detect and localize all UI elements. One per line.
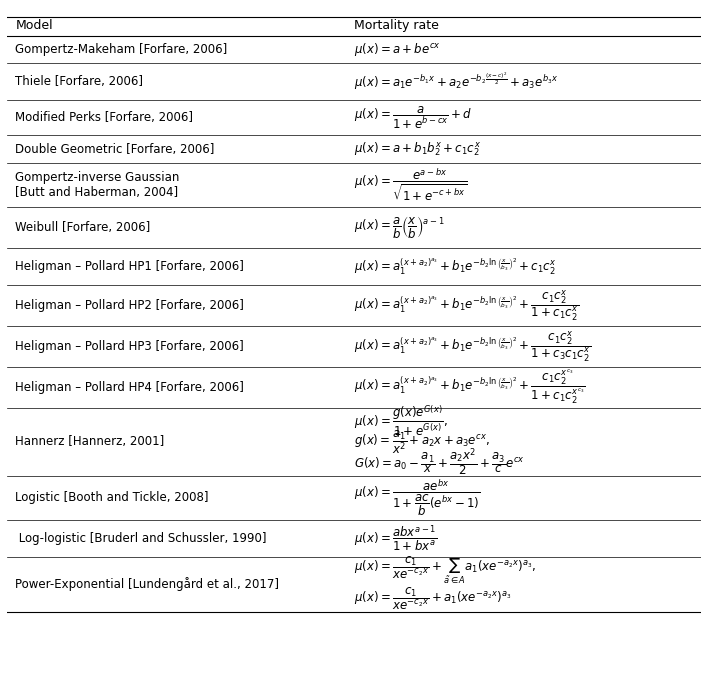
Text: Log-logistic [Bruderl and Schussler, 1990]: Log-logistic [Bruderl and Schussler, 199… (16, 532, 267, 545)
Text: Model: Model (16, 19, 53, 33)
Text: $\mu(x) = \dfrac{c_1}{xe^{-c_2x}} + a_1\left(xe^{-a_2x}\right)^{a_3}$: $\mu(x) = \dfrac{c_1}{xe^{-c_2x}} + a_1\… (354, 585, 511, 612)
Text: Gompertz-inverse Gaussian: Gompertz-inverse Gaussian (16, 171, 180, 184)
Text: Heligman – Pollard HP3 [Forfare, 2006]: Heligman – Pollard HP3 [Forfare, 2006] (16, 340, 244, 353)
Text: $\mu(x) = \dfrac{a}{1+e^{b-cx}} + d$: $\mu(x) = \dfrac{a}{1+e^{b-cx}} + d$ (354, 105, 472, 131)
Text: Power-Exponential [Lundengård et al., 2017]: Power-Exponential [Lundengård et al., 20… (16, 577, 280, 591)
Text: Logistic [Booth and Tickle, 2008]: Logistic [Booth and Tickle, 2008] (16, 491, 209, 504)
Text: Thiele [Forfare, 2006]: Thiele [Forfare, 2006] (16, 75, 144, 88)
Text: Weibull [Forfare, 2006]: Weibull [Forfare, 2006] (16, 221, 151, 234)
Text: $G(x) = a_0 - \dfrac{a_1}{x} + \dfrac{a_2x^2}{2} + \dfrac{a_3}{c}e^{cx}$: $G(x) = a_0 - \dfrac{a_1}{x} + \dfrac{a_… (354, 446, 525, 477)
Text: Hannerz [Hannerz, 2001]: Hannerz [Hannerz, 2001] (16, 435, 165, 448)
Text: [Butt and Haberman, 2004]: [Butt and Haberman, 2004] (16, 185, 178, 198)
Text: $\mu(x) = \dfrac{g(x)e^{G(x)}}{1+e^{G(x)}},$: $\mu(x) = \dfrac{g(x)e^{G(x)}}{1+e^{G(x)… (354, 404, 447, 439)
Text: $\mu(x) = \dfrac{e^{a-bx}}{\sqrt{1+e^{-c+bx}}}$: $\mu(x) = \dfrac{e^{a-bx}}{\sqrt{1+e^{-c… (354, 167, 467, 203)
Text: $\mu(x) = \dfrac{ae^{bx}}{1+\dfrac{ac}{b}(e^{bx}-1)}$: $\mu(x) = \dfrac{ae^{bx}}{1+\dfrac{ac}{b… (354, 477, 481, 518)
Text: Heligman – Pollard HP2 [Forfare, 2006]: Heligman – Pollard HP2 [Forfare, 2006] (16, 299, 244, 312)
Text: $\mu(x) = a + b_1b_2^x + c_1c_2^x$: $\mu(x) = a + b_1b_2^x + c_1c_2^x$ (354, 140, 481, 158)
Text: Double Geometric [Forfare, 2006]: Double Geometric [Forfare, 2006] (16, 142, 215, 155)
Text: $g(x) = \dfrac{a_1}{x^2} + a_2x + a_3e^{cx},$: $g(x) = \dfrac{a_1}{x^2} + a_2x + a_3e^{… (354, 428, 490, 455)
Text: $\mu(x) = a + be^{cx}$: $\mu(x) = a + be^{cx}$ (354, 41, 440, 58)
Text: $\mu(x) = \dfrac{a}{b}\left(\dfrac{x}{b}\right)^{a-1}$: $\mu(x) = \dfrac{a}{b}\left(\dfrac{x}{b}… (354, 214, 445, 240)
Text: $\mu(x) = a_1^{(x+a_2)^{a_3}} + b_1e^{-b_2\ln\left(\frac{x}{b_3}\right)^2} + c_1: $\mu(x) = a_1^{(x+a_2)^{a_3}} + b_1e^{-b… (354, 256, 557, 277)
Text: Gompertz-Makeham [Forfare, 2006]: Gompertz-Makeham [Forfare, 2006] (16, 42, 228, 56)
Text: Heligman – Pollard HP4 [Forfare, 2006]: Heligman – Pollard HP4 [Forfare, 2006] (16, 380, 244, 393)
Text: Mortality rate: Mortality rate (354, 19, 439, 33)
Text: $\mu(x) = a_1^{(x+a_2)^{a_3}} + b_1e^{-b_2\ln\left(\frac{x}{b_3}\right)^2} + \df: $\mu(x) = a_1^{(x+a_2)^{a_3}} + b_1e^{-b… (354, 368, 586, 406)
Text: $\mu(x) = a_1e^{-b_1x} + a_2e^{-b_2\frac{(x-c)^2}{2}} + a_3e^{b_3x}$: $\mu(x) = a_1e^{-b_1x} + a_2e^{-b_2\frac… (354, 71, 559, 92)
Text: Heligman – Pollard HP1 [Forfare, 2006]: Heligman – Pollard HP1 [Forfare, 2006] (16, 260, 244, 273)
Text: $\mu(x) = \dfrac{c_1}{xe^{-c_2x}} + \sum_{\tilde{a}\in A} a_1\left(xe^{-a_2x}\ri: $\mu(x) = \dfrac{c_1}{xe^{-c_2x}} + \sum… (354, 555, 536, 586)
Text: $\mu(x) = \dfrac{abx^{a-1}}{1+bx^a}$: $\mu(x) = \dfrac{abx^{a-1}}{1+bx^a}$ (354, 523, 437, 554)
Text: $\mu(x) = a_1^{(x+a_2)^{a_3}} + b_1e^{-b_2\ln\left(\frac{x}{b_3}\right)^2} + \df: $\mu(x) = a_1^{(x+a_2)^{a_3}} + b_1e^{-b… (354, 329, 591, 364)
Text: $\mu(x) = a_1^{(x+a_2)^{a_3}} + b_1e^{-b_2\ln\left(\frac{x}{b_3}\right)^2} + \df: $\mu(x) = a_1^{(x+a_2)^{a_3}} + b_1e^{-b… (354, 288, 579, 323)
Text: Modified Perks [Forfare, 2006]: Modified Perks [Forfare, 2006] (16, 111, 193, 124)
